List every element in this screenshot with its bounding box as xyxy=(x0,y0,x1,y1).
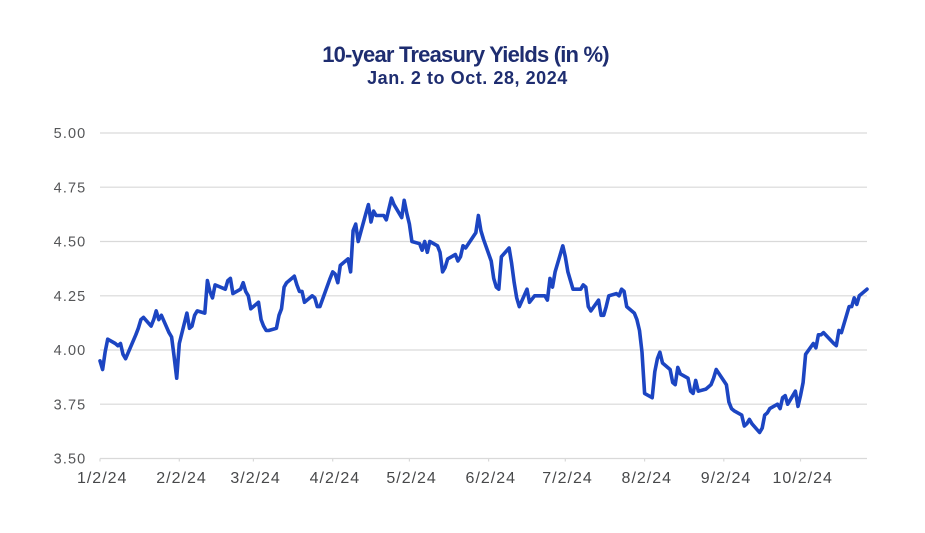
svg-text:4.25: 4.25 xyxy=(54,289,87,305)
svg-text:4/2/24: 4/2/24 xyxy=(310,470,360,487)
svg-text:5/2/24: 5/2/24 xyxy=(386,470,436,487)
svg-text:7/2/24: 7/2/24 xyxy=(542,470,592,487)
svg-text:2/2/24: 2/2/24 xyxy=(156,470,206,487)
svg-text:3.75: 3.75 xyxy=(54,397,87,413)
svg-text:4.50: 4.50 xyxy=(54,235,87,251)
svg-text:3/2/24: 3/2/24 xyxy=(230,470,280,487)
svg-text:4.75: 4.75 xyxy=(54,180,87,196)
svg-text:1/2/24: 1/2/24 xyxy=(77,470,127,487)
svg-text:8/2/24: 8/2/24 xyxy=(622,470,672,487)
svg-text:5.00: 5.00 xyxy=(54,126,87,142)
svg-text:3.50: 3.50 xyxy=(54,452,87,468)
svg-text:4.00: 4.00 xyxy=(54,343,87,359)
svg-text:6/2/24: 6/2/24 xyxy=(466,470,516,487)
svg-text:9/2/24: 9/2/24 xyxy=(701,470,751,487)
svg-text:10/2/24: 10/2/24 xyxy=(773,470,833,487)
